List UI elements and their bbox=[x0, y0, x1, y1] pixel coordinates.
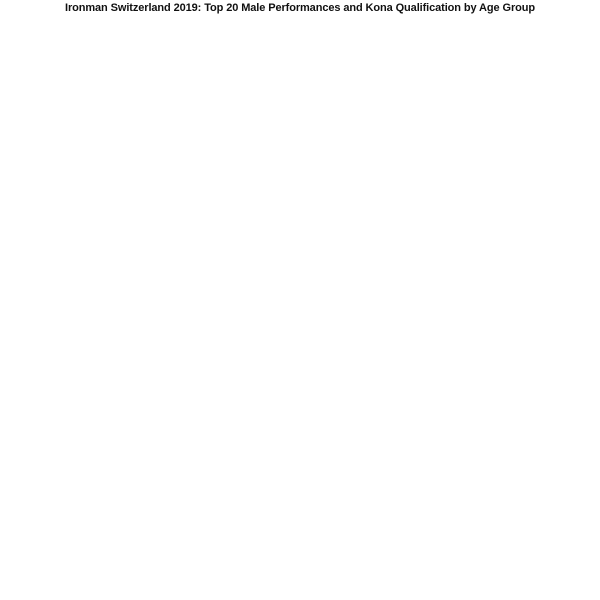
page-title: Ironman Switzerland 2019: Top 20 Male Pe… bbox=[64, 2, 535, 14]
chart-legend bbox=[0, 582, 600, 598]
